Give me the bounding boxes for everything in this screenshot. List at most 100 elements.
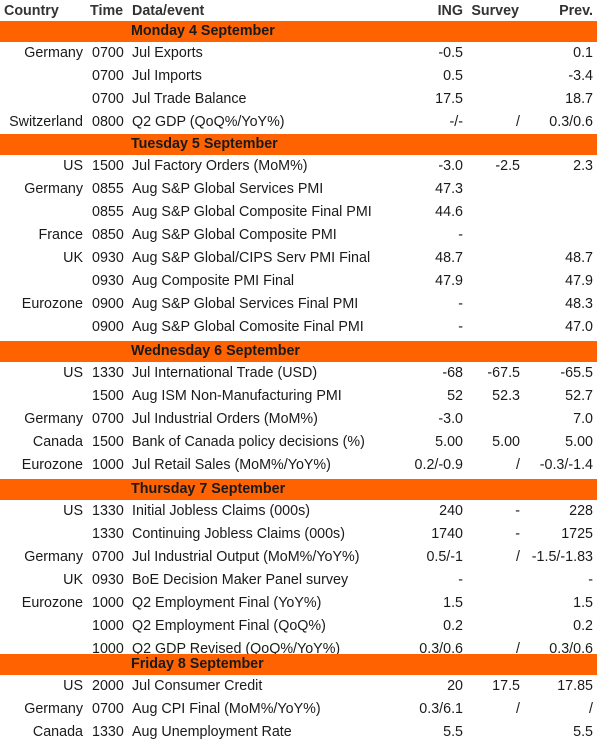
cell-time: 1000 <box>92 457 124 473</box>
cell-event: Initial Jobless Claims (000s) <box>132 503 310 519</box>
cell-time: 0930 <box>92 273 124 289</box>
cell-country: Germany <box>24 411 83 427</box>
cell-prev: 48.3 <box>565 296 593 312</box>
cell-ing: 20 <box>447 678 463 694</box>
cell-event: Aug S&P Global Services PMI <box>132 181 324 197</box>
cell-country: Germany <box>24 549 83 565</box>
cell-prev: 48.7 <box>565 250 593 266</box>
cell-event: BoE Decision Maker Panel survey <box>132 572 349 588</box>
table-row: Germany 0700 Jul Exports -0.5 0.1 <box>0 42 597 65</box>
cell-prev: 47.0 <box>565 319 593 335</box>
cell-time: 1500 <box>92 388 124 404</box>
table-row: Eurozone 1000 Q2 Employment Final (YoY%) 1.… <box>0 592 597 615</box>
cell-country: Canada <box>32 724 83 740</box>
header-time: Time <box>90 3 124 19</box>
table-row: Germany 0700 Aug CPI Final (MoM%/YoY%) 0.3/… <box>0 698 597 721</box>
cell-time: 1330 <box>92 365 124 381</box>
cell-time: 0700 <box>92 701 124 717</box>
cell-ing: 5.5 <box>443 724 463 740</box>
cell-time: 0700 <box>92 549 124 565</box>
cell-ing: 0.3/0.6 <box>419 641 463 657</box>
table-row: 1500 Aug ISM Non-Manufacturing PMI 52 52.3 5… <box>0 385 597 408</box>
cell-ing: - <box>458 572 463 588</box>
cell-survey: -2.5 <box>495 158 520 174</box>
header-prev: Prev. <box>559 3 593 19</box>
cell-event: Jul Exports <box>132 45 203 61</box>
cell-event: Jul Industrial Orders (MoM%) <box>132 411 318 427</box>
table-row: 0900 Aug S&P Global Comosite Final PMI - 47… <box>0 316 597 339</box>
cell-prev: 0.3/0.6 <box>549 641 593 657</box>
cell-prev: 17.85 <box>557 678 593 694</box>
table-row: Switzerland 0800 Q2 GDP (QoQ%/YoY%) -/- / 0.3… <box>0 111 597 134</box>
day-header: Tuesday 5 September <box>0 134 597 155</box>
cell-survey: 5.00 <box>492 434 520 450</box>
table-row: France 0850 Aug S&P Global Composite PMI - <box>0 224 597 247</box>
cell-country: Germany <box>24 45 83 61</box>
cell-prev: 1.5 <box>573 595 593 611</box>
cell-prev: 1725 <box>561 526 593 542</box>
cell-ing: 0.5 <box>443 68 463 84</box>
cell-event: Jul Factory Orders (MoM%) <box>132 158 308 174</box>
cell-prev: -1.5/-1.83 <box>531 549 593 565</box>
cell-time: 0900 <box>92 319 124 335</box>
day-header: Thursday 7 September <box>0 479 597 500</box>
cell-prev: 228 <box>569 503 593 519</box>
cell-event: Jul Retail Sales (MoM%/YoY%) <box>132 457 331 473</box>
cell-prev: 7.0 <box>573 411 593 427</box>
cell-country: France <box>38 227 84 243</box>
table-row: UK 0930 Aug S&P Global/CIPS Serv PMI Final… <box>0 247 597 270</box>
table-row: 1000 Q2 GDP Revised (QoQ%/YoY%) 0.3/0.6 / 0.… <box>0 638 597 661</box>
cell-ing: -/- <box>449 114 464 130</box>
cell-time: 0700 <box>92 91 124 107</box>
cell-survey: / <box>516 457 520 473</box>
cell-event: Aug Composite PMI Final <box>132 273 295 289</box>
table-row: US 2000 Jul Consumer Credit 20 17.5 17.85 <box>0 675 597 698</box>
cell-survey: - <box>515 526 520 542</box>
cell-prev: -65.5 <box>560 365 593 381</box>
table-header: Country Time Data/event ING Survey Prev. <box>0 0 597 20</box>
cell-ing: -68 <box>442 365 463 381</box>
cell-time: 2000 <box>92 678 124 694</box>
cell-prev: 18.7 <box>565 91 593 107</box>
table-row: 0700 Jul Imports 0.5 -3.4 <box>0 65 597 88</box>
header-event: Data/event <box>132 3 205 19</box>
day-header: Monday 4 September <box>0 21 597 42</box>
cell-time: 0700 <box>92 411 124 427</box>
cell-ing: 1740 <box>431 526 463 542</box>
table-row: Canada 1500 Bank of Canada policy decision… <box>0 431 597 454</box>
cell-time: 0930 <box>92 572 124 588</box>
cell-country: US <box>63 503 83 519</box>
day-title: Monday 4 September <box>131 23 275 39</box>
cell-country: Canada <box>32 434 83 450</box>
cell-ing: 47.3 <box>435 181 463 197</box>
header-country: Country <box>4 3 59 19</box>
table-row: 1330 Continuing Jobless Claims (000s) 1740… <box>0 523 597 546</box>
table-row: 0930 Aug Composite PMI Final 47.9 47.9 <box>0 270 597 293</box>
cell-prev: 0.2 <box>573 618 593 634</box>
cell-survey: / <box>516 701 520 717</box>
cell-ing: 47.9 <box>435 273 463 289</box>
cell-event: Bank of Canada policy decisions (%) <box>132 434 365 450</box>
cell-ing: 0.5/-1 <box>426 549 463 565</box>
cell-event: Aug Unemployment Rate <box>132 724 292 740</box>
cell-time: 0855 <box>92 204 124 220</box>
cell-prev: 5.5 <box>573 724 593 740</box>
cell-ing: -3.0 <box>438 411 463 427</box>
table-row: 0855 Aug S&P Global Composite Final PMI 44… <box>0 201 597 224</box>
cell-ing: 240 <box>439 503 463 519</box>
cell-prev: - <box>588 572 593 588</box>
cell-event: Aug S&P Global Services Final PMI <box>132 296 359 312</box>
cell-country: UK <box>63 572 83 588</box>
cell-time: 1500 <box>92 434 124 450</box>
table-row: US 1500 Jul Factory Orders (MoM%) -3.0 -2.5 2… <box>0 155 597 178</box>
cell-country: Germany <box>24 181 83 197</box>
cell-country: UK <box>63 250 83 266</box>
cell-ing: 5.00 <box>435 434 463 450</box>
table-row: Eurozone 1000 Jul Retail Sales (MoM%/YoY%)… <box>0 454 597 477</box>
cell-survey: / <box>516 549 520 565</box>
cell-survey: -67.5 <box>487 365 520 381</box>
cell-prev: -3.4 <box>568 68 593 84</box>
cell-ing: - <box>458 296 463 312</box>
cell-country: US <box>63 365 83 381</box>
table-row: US 1330 Initial Jobless Claims (000s) 240 - 2… <box>0 500 597 523</box>
